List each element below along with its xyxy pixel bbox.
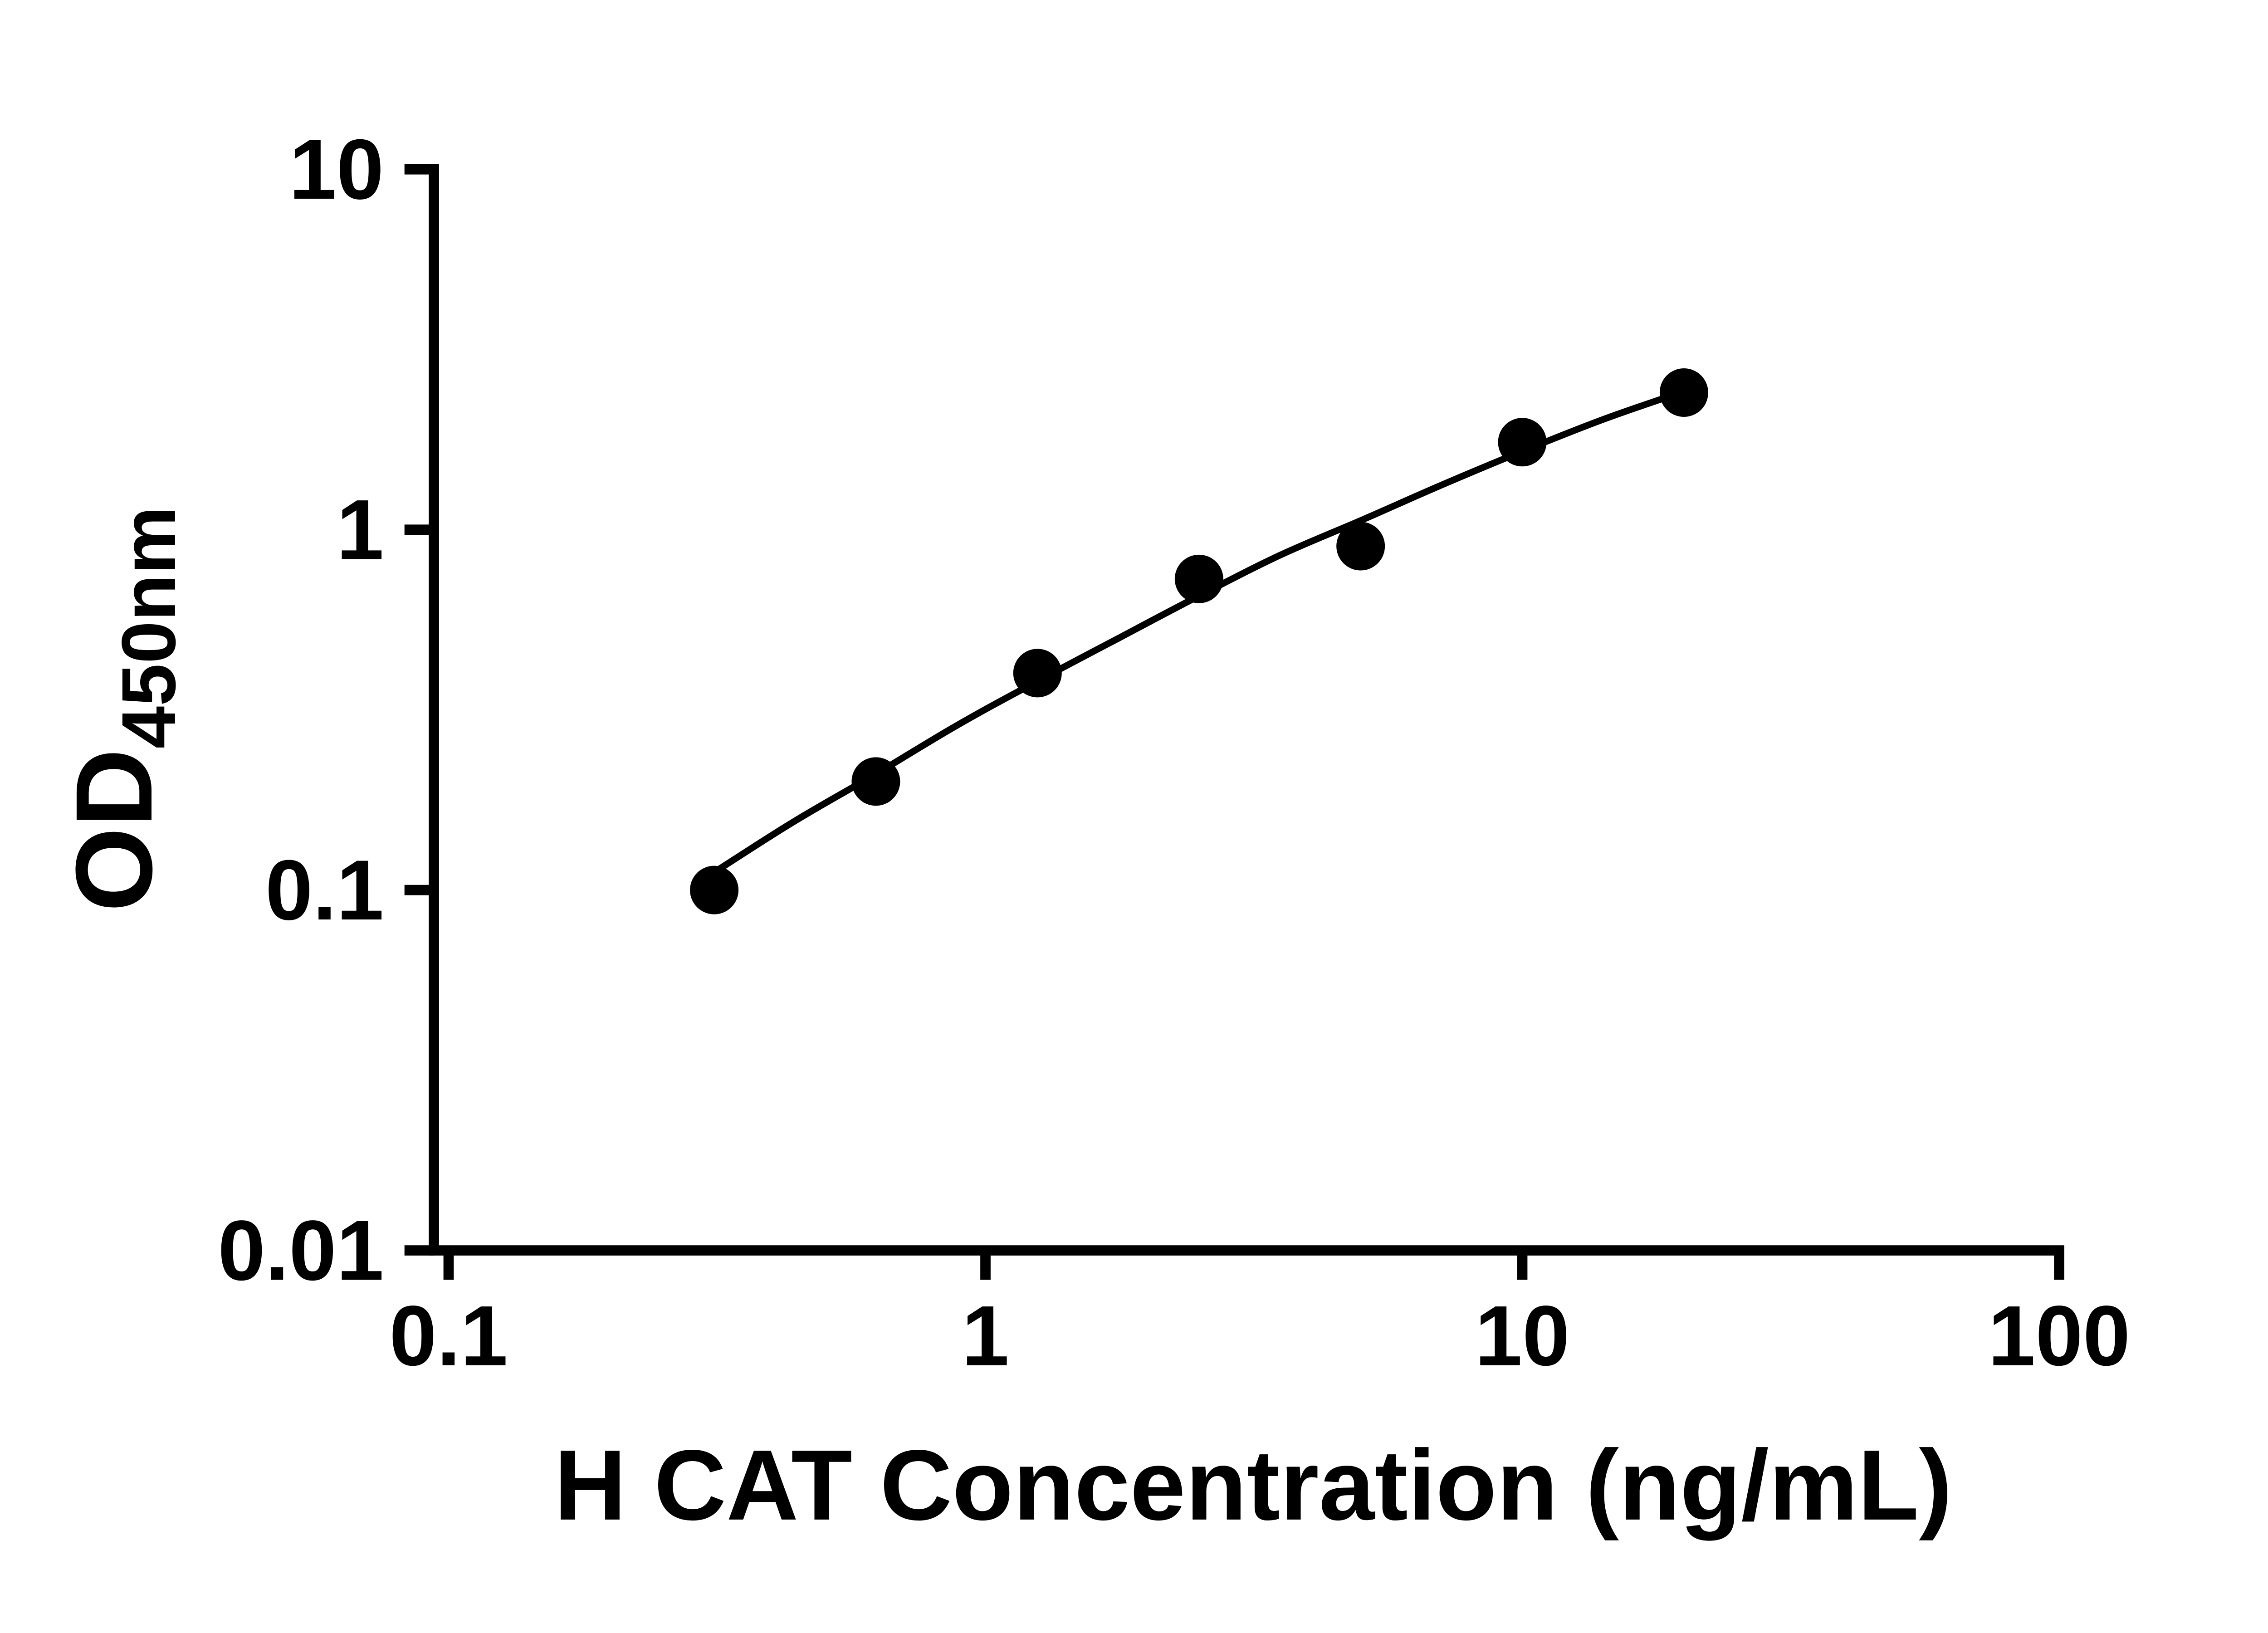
y-tick-label: 1 — [337, 482, 384, 577]
x-tick-label: 10 — [1475, 1288, 1569, 1383]
y-tick-label: 10 — [289, 122, 384, 217]
y-axis-title: OD450nm — [53, 506, 191, 912]
y-axis-title-sub: 450nm — [106, 506, 191, 748]
x-tick-label: 0.1 — [389, 1288, 508, 1383]
data-point — [1336, 522, 1385, 571]
fit-curve — [712, 388, 1685, 875]
y-tick-label: 0.01 — [218, 1203, 384, 1298]
y-tick-label: 0.1 — [265, 842, 384, 938]
x-tick-label: 100 — [1988, 1288, 2131, 1383]
data-point — [690, 865, 739, 914]
axis-frame — [429, 164, 2064, 1256]
y-axis-title-main: OD — [53, 748, 175, 912]
x-axis-title: H CAT Concentration (ng/mL) — [554, 1429, 1952, 1541]
x-tick-label: 1 — [962, 1288, 1009, 1383]
